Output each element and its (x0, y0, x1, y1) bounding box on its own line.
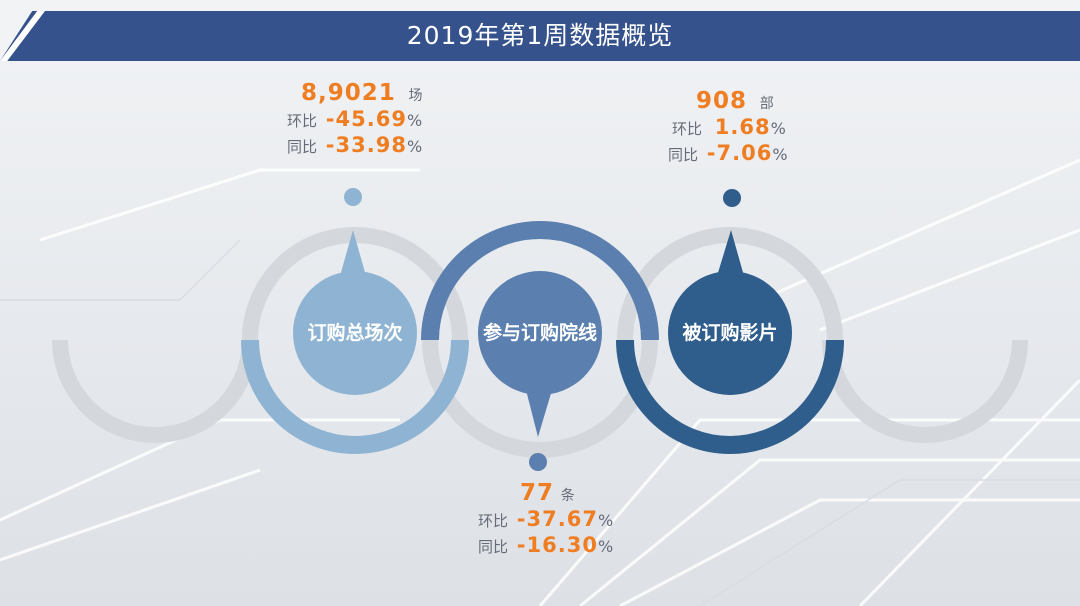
chains-mom-label: 环比 (478, 512, 509, 530)
sessions-value: 8,9021 (301, 80, 396, 106)
header-band: 2019年第1周数据概览 (0, 11, 1080, 61)
sessions-mom-pct: % (406, 111, 423, 130)
films-mom-pct: % (770, 119, 786, 138)
pointer-films (717, 230, 744, 276)
label-chains: 参与订购院线 (482, 322, 597, 344)
sessions-unit: 场 (408, 88, 423, 104)
chains-yoy-label: 同比 (478, 538, 509, 556)
pointer-sessions (340, 230, 366, 276)
films-unit: 部 (759, 96, 774, 112)
stat-sessions: 8,9021 场 环比 -45.69% 同比 -33.98% (287, 80, 423, 158)
ring-2-arc (421, 221, 659, 341)
dot-sessions (344, 188, 362, 206)
dot-chains (529, 453, 547, 471)
label-sessions: 订购总场次 (307, 322, 403, 344)
circle-chains (478, 271, 602, 395)
ring-3-arc (616, 339, 844, 454)
chains-yoy-value: -16.30 (516, 533, 598, 557)
sessions-mom-value: -45.69 (325, 107, 407, 131)
circle-sessions (293, 271, 417, 395)
chains-mom-pct: % (597, 511, 614, 530)
circle-films (668, 271, 792, 395)
ring-1-arc (241, 339, 469, 454)
label-films: 被订购影片 (682, 322, 778, 344)
films-yoy-pct: % (772, 145, 788, 164)
films-value: 908 (696, 88, 748, 114)
pointer-chains (526, 390, 552, 437)
films-yoy-value: -7.06 (706, 141, 773, 165)
chains-mom-value: -37.67 (516, 507, 598, 531)
chains-unit: 条 (560, 488, 575, 504)
left-muted-ring (52, 339, 258, 443)
sessions-yoy-value: -33.98 (325, 133, 407, 157)
films-mom-label: 环比 (672, 120, 703, 138)
stat-films: 908 部 环比 1.68% 同比 -7.06% (668, 88, 788, 166)
sessions-yoy-pct: % (406, 137, 423, 156)
films-mom-value: 1.68 (714, 115, 771, 139)
films-yoy-label: 同比 (668, 146, 699, 164)
page-title: 2019年第1周数据概览 (406, 21, 674, 50)
right-muted-ring (822, 339, 1028, 443)
stat-chains: 77 条 环比 -37.67% 同比 -16.30% (478, 480, 613, 558)
sessions-mom-label: 环比 (287, 112, 318, 130)
dot-films (723, 189, 741, 207)
chains-value: 77 (520, 480, 555, 506)
sessions-yoy-label: 同比 (287, 138, 318, 156)
chains-yoy-pct: % (597, 537, 614, 556)
